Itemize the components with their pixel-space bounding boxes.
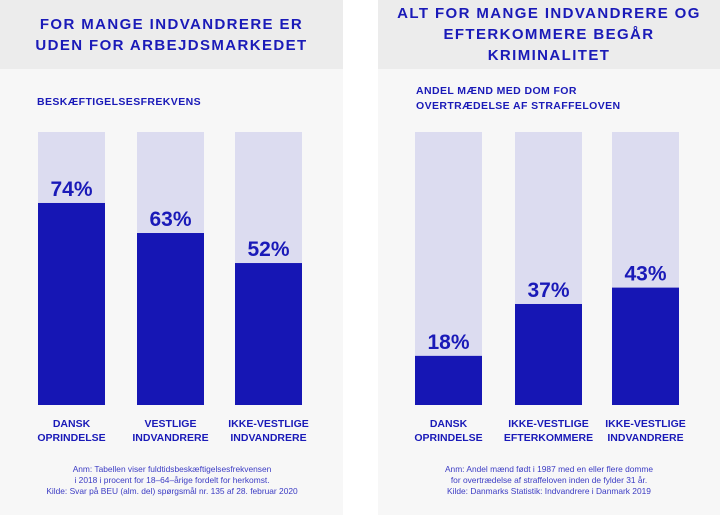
- crime-footnote-line-2: for overtrædelse af straffeloven inden d…: [450, 475, 648, 485]
- employment-subtitle: BESKÆFTIGELSESFREKVENS: [37, 96, 201, 108]
- crime-category-label-2-line-1: IKKE-VESTLIGE: [508, 418, 589, 430]
- employment-category-label-3-line-2: INDVANDRERE: [230, 432, 306, 444]
- crime-footnote-line-3: Kilde: Danmarks Statistik: Indvandrere i…: [447, 486, 651, 496]
- employment-category-label-1-line-1: DANSK: [53, 418, 91, 430]
- employment-title-line-2: UDEN FOR ARBEJDSMARKEDET: [35, 36, 308, 54]
- crime-category-label-3-line-2: INDVANDRERE: [607, 432, 683, 444]
- employment-footnote-line-3: Kilde: Svar på BEU (alm. del) spørgsmål …: [46, 486, 298, 496]
- crime-subtitle-line-1: ANDEL MÆND MED DOM FOR: [416, 85, 577, 97]
- crime-category-label-1-line-1: DANSK: [430, 418, 468, 430]
- crime-title-line-1: ALT FOR MANGE INDVANDRERE OG: [397, 5, 701, 22]
- employment-value-label-1: 74%: [50, 178, 92, 201]
- employment-bar-3: [235, 263, 302, 405]
- employment-header: FOR MANGE INDVANDRERE ER UDEN FOR ARBEJD…: [0, 0, 343, 69]
- crime-value-label-2: 37%: [527, 279, 569, 302]
- employment-panel: FOR MANGE INDVANDRERE ER UDEN FOR ARBEJD…: [0, 0, 343, 515]
- employment-value-label-2: 63%: [149, 208, 191, 231]
- crime-category-label-1-line-2: OPRINDELSE: [414, 432, 482, 444]
- employment-footnote-line-1: Anm: Tabellen viser fuldtidsbeskæftigels…: [72, 464, 272, 474]
- crime-bar-3: [612, 287, 679, 405]
- employment-category-label-2-line-2: INDVANDRERE: [132, 432, 208, 444]
- employment-bar-chart: 74% DANSK OPRINDELSE 63% VESTLIGE INDVANDRERE…: [37, 132, 309, 444]
- employment-category-label-2-line-1: VESTLIGE: [145, 418, 197, 430]
- crime-category-label-3-line-1: IKKE-VESTLIGE: [605, 418, 686, 430]
- employment-footnote-line-2: i 2018 i procent for 18–64–årige fordelt…: [74, 475, 270, 485]
- crime-header: ALT FOR MANGE INDVANDRERE OG EFTERKOMMER…: [378, 0, 720, 69]
- crime-subtitle-line-2: OVERTRÆDELSE AF STRAFFELOVEN: [416, 100, 621, 112]
- employment-title: FOR MANGE INDVANDRERE ER UDEN FOR ARBEJD…: [17, 14, 327, 56]
- crime-panel: ALT FOR MANGE INDVANDRERE OG EFTERKOMMER…: [378, 0, 720, 515]
- employment-bar-1: [38, 202, 105, 405]
- crime-bar-2: [515, 303, 582, 405]
- crime-subtitle: ANDEL MÆND MED DOM FOR OVERTRÆDELSE AF S…: [416, 84, 696, 114]
- employment-category-label-1-line-2: OPRINDELSE: [37, 432, 105, 444]
- crime-value-label-3: 43%: [624, 263, 666, 286]
- crime-footnote-line-1: Anm: Andel mænd født i 1987 med en eller…: [444, 464, 654, 474]
- crime-bar-chart: 18% DANSK OPRINDELSE 37% IKKE-VESTLIGE EFTERK…: [414, 132, 686, 444]
- crime-value-label-1: 18%: [427, 331, 469, 354]
- crime-footnote: Anm: Andel mænd født i 1987 med en eller…: [389, 464, 709, 497]
- employment-title-line-1: FOR MANGE INDVANDRERE ER: [39, 15, 304, 33]
- crime-category-label-2-line-2: EFTERKOMMERE: [504, 432, 593, 444]
- crime-title: ALT FOR MANGE INDVANDRERE OG EFTERKOMMER…: [394, 3, 704, 66]
- employment-value-label-3: 52%: [247, 238, 289, 261]
- employment-category-label-3-line-1: IKKE-VESTLIGE: [228, 418, 309, 430]
- crime-bar-1: [415, 355, 482, 405]
- employment-bar-2: [137, 233, 204, 405]
- employment-footnote: Anm: Tabellen viser fuldtidsbeskæftigels…: [12, 464, 332, 497]
- crime-title-line-2: EFTERKOMMERE BEGÅR KRIMINALITET: [443, 26, 655, 64]
